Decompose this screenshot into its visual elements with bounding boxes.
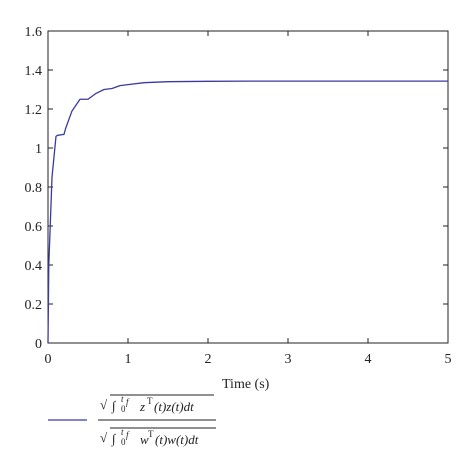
- legend-denominator-body: w: [140, 432, 149, 447]
- x-tick-label: 1: [125, 352, 132, 367]
- legend-denominator: √ ∫ t f 0 w T (t)w(t)dt: [100, 427, 216, 447]
- x-tick-label: 0: [45, 352, 52, 367]
- y-tick-label: 0.8: [25, 181, 43, 196]
- series-group: [47, 80, 448, 344]
- legend-integral-denominator: ∫: [111, 431, 117, 447]
- legend-upper-limit-denominator: t: [121, 427, 124, 437]
- legend-numerator: √ ∫ t f 0 z T (t)z(t)dt: [100, 394, 214, 414]
- legend-denominator-tail: (t)w(t)dt: [155, 432, 199, 447]
- x-axis-title: Time (s): [222, 377, 270, 392]
- y-tick-label: 1.4: [25, 64, 43, 79]
- x-tick-label: 5: [445, 352, 452, 367]
- y-tick-label: 0: [35, 337, 42, 352]
- legend-sqrt-numerator: √: [100, 397, 108, 412]
- legend-lower-limit-numerator: 0: [121, 404, 126, 414]
- y-tick-label: 1.2: [25, 103, 43, 118]
- x-tick-label: 3: [285, 352, 292, 367]
- x-tick-label: 2: [205, 352, 212, 367]
- plot-frame: [47, 30, 449, 344]
- legend-lower-limit-denominator: 0: [121, 437, 126, 447]
- y-tick-label: 0.2: [25, 298, 43, 313]
- legend-upper-sub-denominator: f: [126, 430, 130, 440]
- legend-upper-sub-numerator: f: [126, 397, 130, 407]
- y-tick-label: 0.6: [25, 220, 43, 235]
- legend-numerator-tail: (t)z(t)dt: [154, 399, 194, 414]
- legend-upper-limit-numerator: t: [121, 394, 124, 404]
- x-tick-label: 4: [365, 352, 372, 367]
- axis-ticks: 0 1 2 3 4 5 0 0.2 0.4 0.6 0.8 1 1.2 1.4 1.6: [25, 25, 452, 367]
- y-tick-label: 1.6: [25, 25, 43, 40]
- legend-integral-numerator: ∫: [111, 398, 117, 414]
- legend-numerator-sup: T: [147, 396, 153, 406]
- series-line: [47, 80, 448, 344]
- legend-numerator-body: z: [139, 399, 145, 414]
- legend: √ ∫ t f 0 z T (t)z(t)dt √ ∫ t f 0 w T (t…: [48, 394, 216, 447]
- legend-sqrt-denominator: √: [100, 430, 108, 445]
- legend-denominator-sup: T: [148, 429, 154, 439]
- y-tick-label: 1: [35, 142, 42, 157]
- y-tick-label: 0.4: [25, 259, 43, 274]
